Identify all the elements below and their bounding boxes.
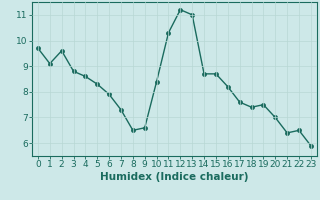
- X-axis label: Humidex (Indice chaleur): Humidex (Indice chaleur): [100, 172, 249, 182]
